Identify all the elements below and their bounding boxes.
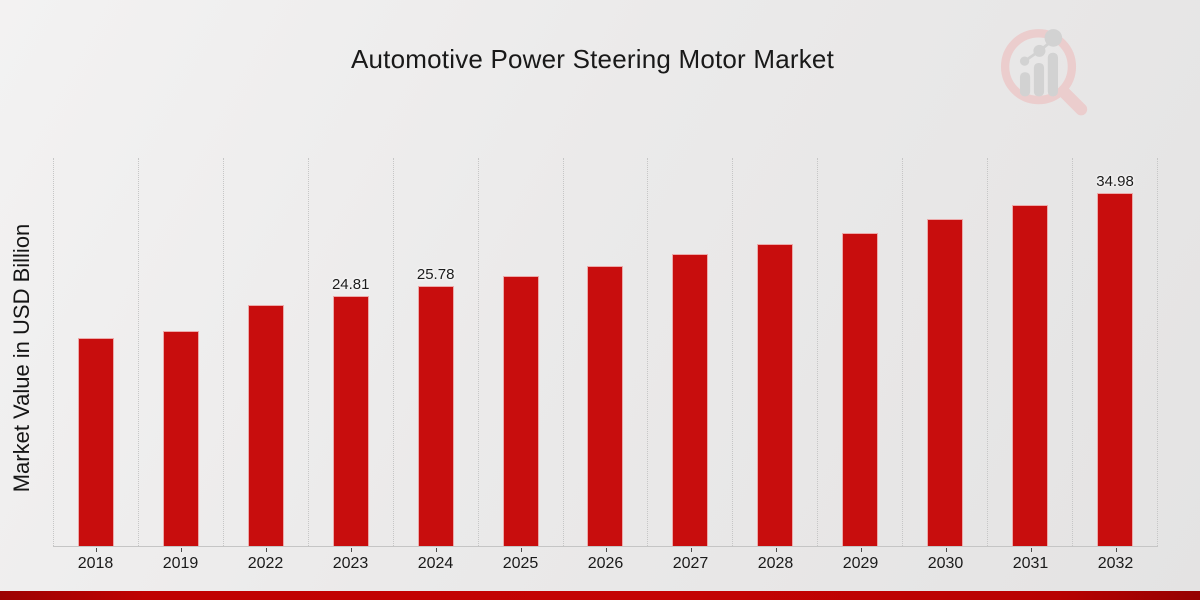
x-axis-label: 2018 xyxy=(53,548,138,573)
bar-column: 24.81 xyxy=(309,158,394,546)
footer-accent-bar xyxy=(0,591,1200,600)
bar-column: 25.78 xyxy=(394,158,479,546)
x-axis-label-text: 2022 xyxy=(247,555,284,572)
axis-tick xyxy=(180,548,182,552)
x-axis-label-text: 2026 xyxy=(587,555,624,572)
bar-2027 xyxy=(672,254,709,546)
bar-value-label: 25.78 xyxy=(416,266,455,283)
x-axis-label-text: 2030 xyxy=(927,555,964,572)
bar-2028 xyxy=(757,244,794,546)
bar-2018 xyxy=(77,338,114,546)
bar-2025 xyxy=(502,276,539,546)
bar-column xyxy=(479,158,564,546)
x-axis-label: 2027 xyxy=(648,548,733,573)
bar-value-label: 24.81 xyxy=(331,276,370,293)
bar-column xyxy=(988,158,1074,546)
x-axis-label-text: 2028 xyxy=(757,555,794,572)
bar-2030 xyxy=(927,219,964,546)
bar-2032 xyxy=(1097,193,1134,546)
axis-tick xyxy=(95,548,97,552)
x-axis-label: 2022 xyxy=(223,548,308,573)
x-axis-label-text: 2027 xyxy=(672,555,709,572)
axis-tick xyxy=(520,548,522,552)
axis-tick xyxy=(265,548,267,552)
axis-tick xyxy=(775,548,777,552)
axis-tick xyxy=(350,548,352,552)
magnifier-bar-chart-logo-icon xyxy=(1000,29,1088,116)
x-axis-label: 2025 xyxy=(478,548,563,573)
x-axis-label: 2032 xyxy=(1073,548,1158,573)
plot-area: 24.81 25.78 34.98 xyxy=(53,158,1158,547)
bar-2024 xyxy=(417,286,454,546)
bar-2023 xyxy=(332,296,369,546)
bar-2019 xyxy=(162,331,199,546)
bar-2029 xyxy=(842,233,879,546)
x-axis-label: 2026 xyxy=(563,548,648,573)
x-axis-label-text: 2031 xyxy=(1012,555,1049,572)
bar-column xyxy=(224,158,309,546)
x-axis-label: 2024 xyxy=(393,548,478,573)
x-axis-label: 2023 xyxy=(308,548,393,573)
bar-2031 xyxy=(1012,205,1049,546)
y-axis-title: Market Value in USD Billion xyxy=(9,223,34,493)
bar-column xyxy=(733,158,819,546)
x-axis-label-text: 2023 xyxy=(332,555,369,572)
axis-tick xyxy=(945,548,947,552)
bar-column xyxy=(903,158,989,546)
bar-2022 xyxy=(247,305,284,546)
axis-tick xyxy=(1115,548,1117,552)
axis-tick xyxy=(435,548,437,552)
bar-column xyxy=(818,158,904,546)
x-axis-label: 2029 xyxy=(818,548,903,573)
x-axis-label-text: 2025 xyxy=(502,555,539,572)
bar-column xyxy=(564,158,649,546)
axis-tick xyxy=(1030,548,1032,552)
bar-2026 xyxy=(587,266,624,546)
x-axis-label-text: 2018 xyxy=(77,555,114,572)
axis-tick xyxy=(690,548,692,552)
axis-tick xyxy=(860,548,862,552)
bar-column: 34.98 xyxy=(1073,158,1158,546)
x-axis-label-text: 2032 xyxy=(1097,555,1134,572)
axis-tick xyxy=(605,548,607,552)
chart-title: Automotive Power Steering Motor Market xyxy=(350,44,834,74)
bar-column xyxy=(648,158,734,546)
x-axis-label-text: 2019 xyxy=(162,555,199,572)
x-axis-label-text: 2024 xyxy=(417,555,454,572)
x-axis-label: 2019 xyxy=(138,548,223,573)
x-axis-label: 2028 xyxy=(733,548,818,573)
x-axis-label: 2031 xyxy=(988,548,1073,573)
x-axis-label: 2030 xyxy=(903,548,988,573)
bar-column xyxy=(53,158,139,546)
x-axis-label-text: 2029 xyxy=(842,555,879,572)
bar-column xyxy=(139,158,224,546)
bar-value-label: 34.98 xyxy=(1096,173,1134,190)
x-axis: 2018 2019 2022 2023 2024 2025 2026 2027 2028 2029… xyxy=(53,548,1158,573)
